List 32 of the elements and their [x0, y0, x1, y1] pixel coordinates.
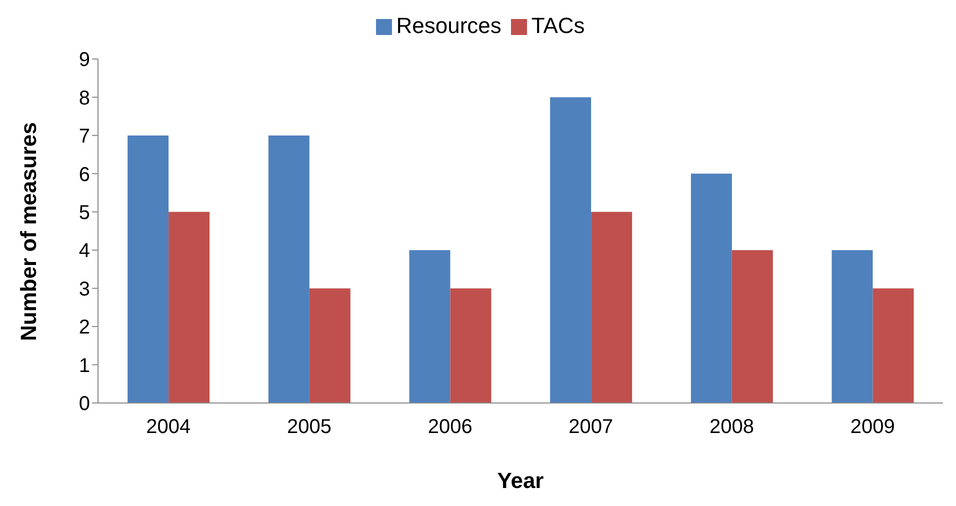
x-tick-label: 2009 [850, 416, 895, 438]
bar [268, 135, 310, 403]
y-tick-label: 4 [78, 240, 90, 262]
y-tick-label: 2 [78, 316, 90, 339]
x-tick-label: 2004 [146, 416, 191, 438]
bar [732, 250, 773, 403]
bar [550, 97, 592, 403]
y-tick-label: 3 [78, 278, 90, 300]
bar [450, 288, 492, 403]
legend-label: TACs [531, 13, 585, 38]
x-tick-label: 2008 [710, 416, 754, 438]
bar [128, 135, 169, 403]
y-tick-label: 8 [78, 87, 90, 110]
bar [690, 174, 732, 403]
y-axis-title: Number of measures [16, 122, 41, 341]
x-tick-label: 2005 [287, 416, 332, 438]
y-tick-label: 0 [78, 393, 90, 416]
y-tick-label: 1 [78, 354, 90, 377]
y-tick-label: 6 [78, 164, 90, 186]
x-tick-label: 2007 [568, 416, 614, 438]
x-tick-label: 2006 [428, 416, 472, 438]
bar [872, 288, 914, 403]
bar [591, 212, 632, 403]
y-tick-label: 9 [78, 49, 90, 72]
bar [409, 250, 450, 403]
y-tick-label: 5 [78, 202, 90, 224]
x-axis-title: Year [497, 468, 544, 493]
bar [309, 288, 350, 403]
legend-label: Resources [396, 13, 502, 38]
y-tick-label: 7 [78, 126, 90, 148]
bar [832, 250, 873, 403]
bar [168, 212, 210, 403]
